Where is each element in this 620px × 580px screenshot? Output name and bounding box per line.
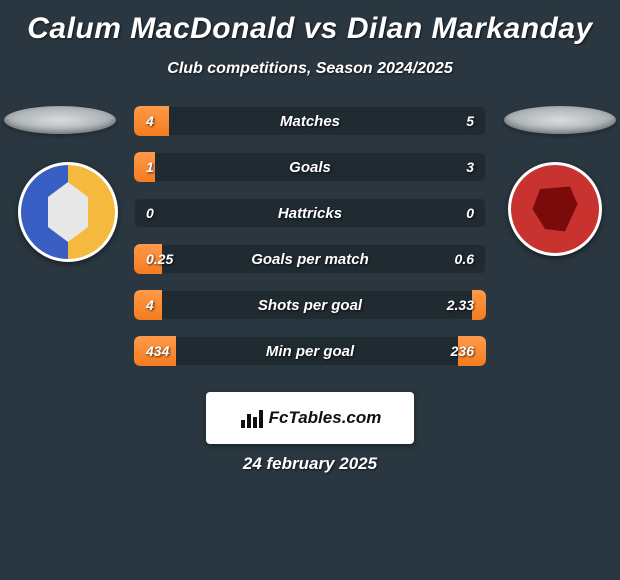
stat-fill-left [134,106,169,136]
stat-value-right: 0 [466,198,474,228]
comparison-area: 45Matches 13Goals 0 0Hattricks 0.250.6Goals … [0,106,620,406]
stat-row: 0.250.6Goals per match [134,244,486,274]
stat-row: 434236Min per goal [134,336,486,366]
stat-row: 45Matches [134,106,486,136]
crest-emblem-right [530,184,580,234]
stat-label: Min per goal [134,336,486,366]
crest-emblem-left [48,182,88,242]
brand-badge: FcTables.com [206,392,414,444]
stat-fill-left [134,244,162,274]
stats-container: 45Matches 13Goals 0 0Hattricks 0.250.6Goals … [134,106,486,382]
stat-label: Goals per match [134,244,486,274]
stat-label: Goals [134,152,486,182]
stat-value-left: 0 [146,198,154,228]
stat-value-right: 3 [466,152,474,182]
stat-value-right: 2.33 [447,290,474,320]
stat-row: 42.33Shots per goal [134,290,486,320]
stat-row: 0 0Hattricks [134,198,486,228]
page-subtitle: Club competitions, Season 2024/2025 [0,60,620,78]
club-crest-right [508,162,602,256]
stat-label: Shots per goal [134,290,486,320]
page-title: Calum MacDonald vs Dilan Markanday [0,0,620,46]
stat-label: Matches [134,106,486,136]
stat-fill-left [134,152,155,182]
bars-icon [239,406,263,430]
stat-fill-left [134,290,162,320]
player-photo-placeholder-left [4,106,116,134]
stat-fill-right [472,290,486,320]
stat-value-right: 0.6 [455,244,474,274]
stat-fill-right [458,336,486,366]
snapshot-date: 24 february 2025 [0,454,620,474]
brand-text: FcTables.com [269,408,382,428]
stat-row: 13Goals [134,152,486,182]
player-photo-placeholder-right [504,106,616,134]
stat-fill-left [134,336,176,366]
stat-value-right: 5 [466,106,474,136]
club-crest-left [18,162,118,262]
stat-label: Hattricks [134,198,486,228]
